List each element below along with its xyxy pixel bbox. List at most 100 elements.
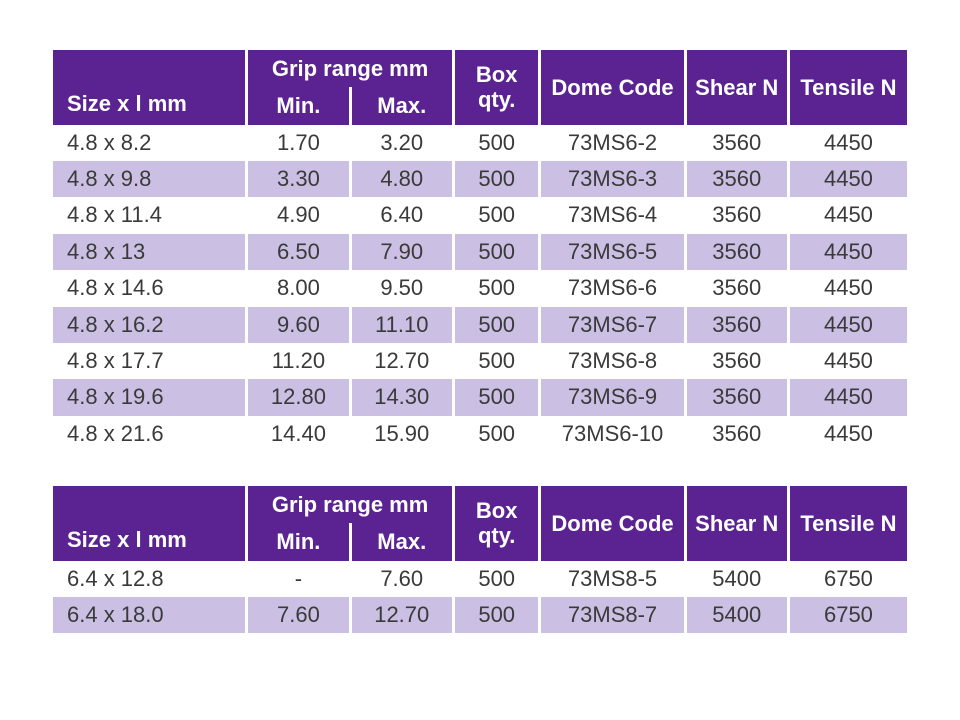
header-grip-min: Min. — [248, 523, 348, 560]
cell-max: 12.70 — [352, 343, 452, 379]
cell-min: - — [248, 561, 348, 597]
cell-tensile: 4450 — [790, 343, 907, 379]
table-row: 4.8 x 11.44.906.4050073MS6-435604450 — [53, 197, 907, 233]
cell-min: 14.40 — [248, 416, 348, 452]
cell-box: 500 — [455, 234, 539, 270]
cell-box: 500 — [455, 597, 539, 633]
cell-min: 4.90 — [248, 197, 348, 233]
cell-tensile: 6750 — [790, 597, 907, 633]
cell-min: 7.60 — [248, 597, 348, 633]
cell-box: 500 — [455, 561, 539, 597]
cell-size: 4.8 x 19.6 — [53, 379, 245, 415]
cell-max: 4.80 — [352, 161, 452, 197]
cell-box: 500 — [455, 270, 539, 306]
header-grip-max: Max. — [352, 87, 452, 124]
cell-box: 500 — [455, 416, 539, 452]
table-body-2: 6.4 x 12.8-7.6050073MS8-5540067506.4 x 1… — [53, 561, 907, 634]
table-row: 4.8 x 16.29.6011.1050073MS6-735604450 — [53, 307, 907, 343]
cell-min: 1.70 — [248, 125, 348, 161]
header-grip-min: Min. — [248, 87, 348, 124]
table-row: 4.8 x 17.711.2012.7050073MS6-835604450 — [53, 343, 907, 379]
cell-code: 73MS6-10 — [541, 416, 683, 452]
cell-shear: 3560 — [687, 416, 787, 452]
cell-size: 4.8 x 13 — [53, 234, 245, 270]
cell-shear: 3560 — [687, 307, 787, 343]
cell-code: 73MS6-4 — [541, 197, 683, 233]
cell-tensile: 6750 — [790, 561, 907, 597]
cell-max: 14.30 — [352, 379, 452, 415]
header-box-qty: Box qty. — [455, 50, 539, 125]
cell-size: 4.8 x 11.4 — [53, 197, 245, 233]
cell-shear: 3560 — [687, 125, 787, 161]
header-shear: Shear N — [687, 486, 787, 561]
table-body-1: 4.8 x 8.21.703.2050073MS6-2356044504.8 x… — [53, 125, 907, 453]
cell-code: 73MS6-7 — [541, 307, 683, 343]
cell-size: 4.8 x 17.7 — [53, 343, 245, 379]
cell-tensile: 4450 — [790, 125, 907, 161]
cell-shear: 3560 — [687, 343, 787, 379]
header-dome-code: Dome Code — [541, 50, 683, 125]
cell-max: 11.10 — [352, 307, 452, 343]
cell-min: 12.80 — [248, 379, 348, 415]
cell-code: 73MS6-3 — [541, 161, 683, 197]
header-box-qty: Box qty. — [455, 486, 539, 561]
cell-shear: 5400 — [687, 561, 787, 597]
table-row: 6.4 x 12.8-7.6050073MS8-554006750 — [53, 561, 907, 597]
cell-box: 500 — [455, 197, 539, 233]
table-row: 4.8 x 136.507.9050073MS6-535604450 — [53, 234, 907, 270]
cell-max: 6.40 — [352, 197, 452, 233]
table-row: 4.8 x 21.614.4015.9050073MS6-1035604450 — [53, 416, 907, 452]
cell-shear: 3560 — [687, 270, 787, 306]
cell-box: 500 — [455, 379, 539, 415]
header-tensile: Tensile N — [790, 50, 907, 125]
cell-code: 73MS6-6 — [541, 270, 683, 306]
cell-max: 7.90 — [352, 234, 452, 270]
cell-size: 4.8 x 8.2 — [53, 125, 245, 161]
cell-size: 6.4 x 12.8 — [53, 561, 245, 597]
cell-size: 6.4 x 18.0 — [53, 597, 245, 633]
cell-box: 500 — [455, 307, 539, 343]
header-tensile: Tensile N — [790, 486, 907, 561]
header-grip-range: Grip range mm — [248, 50, 452, 87]
cell-box: 500 — [455, 161, 539, 197]
header-size: Size x l mm — [53, 486, 245, 561]
cell-code: 73MS6-8 — [541, 343, 683, 379]
cell-box: 500 — [455, 343, 539, 379]
cell-max: 9.50 — [352, 270, 452, 306]
cell-shear: 3560 — [687, 379, 787, 415]
header-grip-range: Grip range mm — [248, 486, 452, 523]
cell-min: 11.20 — [248, 343, 348, 379]
cell-size: 4.8 x 21.6 — [53, 416, 245, 452]
cell-shear: 3560 — [687, 234, 787, 270]
cell-tensile: 4450 — [790, 161, 907, 197]
cell-max: 7.60 — [352, 561, 452, 597]
cell-min: 3.30 — [248, 161, 348, 197]
cell-size: 4.8 x 14.6 — [53, 270, 245, 306]
cell-code: 73MS8-5 — [541, 561, 683, 597]
cell-tensile: 4450 — [790, 379, 907, 415]
header-grip-max: Max. — [352, 523, 452, 560]
table-row: 4.8 x 9.83.304.8050073MS6-335604450 — [53, 161, 907, 197]
cell-shear: 3560 — [687, 161, 787, 197]
header-shear: Shear N — [687, 50, 787, 125]
table-row: 6.4 x 18.07.6012.7050073MS8-754006750 — [53, 597, 907, 633]
cell-shear: 5400 — [687, 597, 787, 633]
table-row: 4.8 x 8.21.703.2050073MS6-235604450 — [53, 125, 907, 161]
cell-shear: 3560 — [687, 197, 787, 233]
header-dome-code: Dome Code — [541, 486, 683, 561]
cell-min: 8.00 — [248, 270, 348, 306]
cell-min: 6.50 — [248, 234, 348, 270]
cell-min: 9.60 — [248, 307, 348, 343]
spec-table-1: Size x l mm Grip range mm Box qty. Dome … — [50, 50, 910, 452]
cell-code: 73MS6-2 — [541, 125, 683, 161]
cell-size: 4.8 x 16.2 — [53, 307, 245, 343]
cell-box: 500 — [455, 125, 539, 161]
cell-size: 4.8 x 9.8 — [53, 161, 245, 197]
cell-code: 73MS6-5 — [541, 234, 683, 270]
table-row: 4.8 x 19.612.8014.3050073MS6-935604450 — [53, 379, 907, 415]
table-row: 4.8 x 14.68.009.5050073MS6-635604450 — [53, 270, 907, 306]
cell-tensile: 4450 — [790, 416, 907, 452]
header-size: Size x l mm — [53, 50, 245, 125]
cell-code: 73MS6-9 — [541, 379, 683, 415]
cell-max: 3.20 — [352, 125, 452, 161]
